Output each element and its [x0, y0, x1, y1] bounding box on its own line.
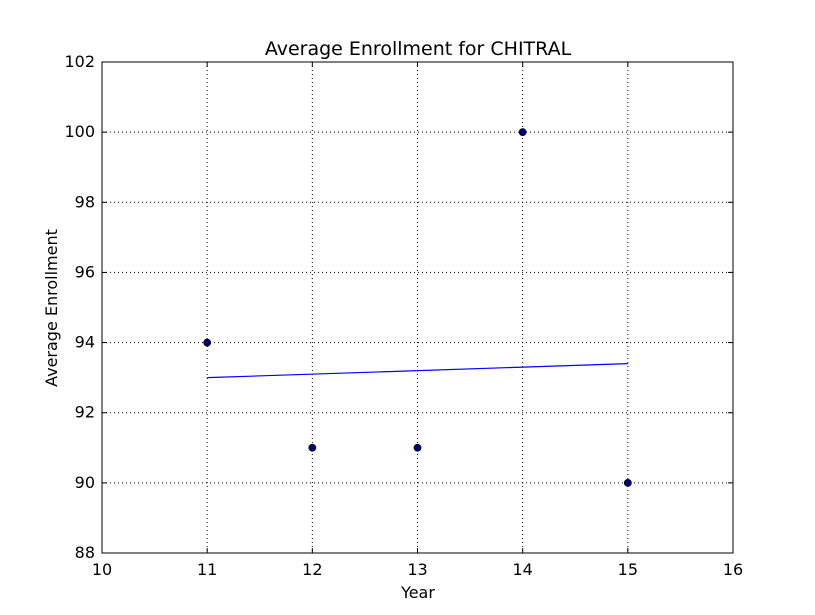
x-tick-label: 10 — [92, 560, 112, 579]
data-point — [518, 128, 527, 137]
x-tick-label: 12 — [302, 560, 322, 579]
y-tick-label: 92 — [75, 403, 95, 422]
data-point — [308, 443, 317, 452]
y-axis: 88 90 92 94 96 98 100 102 — [64, 52, 733, 562]
y-tick-label: 94 — [75, 333, 95, 352]
x-tick-label: 11 — [197, 560, 217, 579]
x-axis: 10 11 12 13 14 15 16 — [92, 62, 743, 579]
y-tick-label: 98 — [75, 192, 95, 211]
x-tick-label: 15 — [618, 560, 638, 579]
chart-title: Average Enrollment for CHITRAL — [265, 38, 572, 60]
data-series — [203, 128, 632, 487]
y-tick-label: 100 — [64, 122, 95, 141]
x-tick-label: 14 — [512, 560, 532, 579]
y-tick-label: 90 — [75, 473, 95, 492]
data-point — [203, 338, 212, 347]
y-tick-label: 88 — [75, 543, 95, 562]
data-point — [413, 443, 422, 452]
x-tick-label: 13 — [407, 560, 427, 579]
y-axis-label: Average Enrollment — [42, 229, 61, 387]
y-tick-label: 102 — [64, 52, 95, 71]
trend-line — [207, 363, 628, 379]
x-axis-label: Year — [400, 583, 435, 602]
data-point — [623, 478, 632, 487]
y-tick-label: 96 — [75, 262, 95, 281]
x-tick-label: 16 — [723, 560, 743, 579]
